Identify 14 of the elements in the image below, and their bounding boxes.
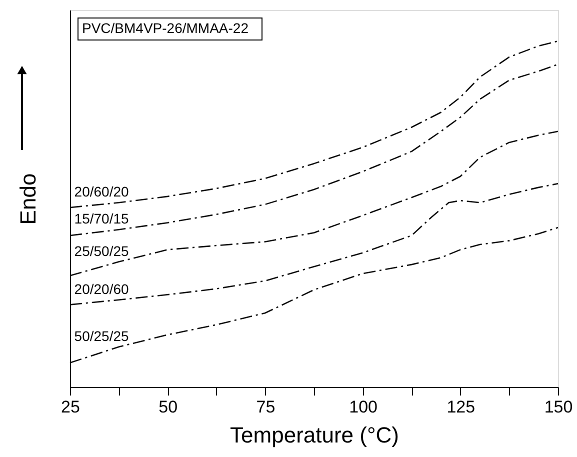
series-label: 50/25/25 xyxy=(74,328,130,344)
series-label: 20/20/60 xyxy=(74,280,130,297)
x-tick-label: 150 xyxy=(544,398,573,416)
y-axis-title: Endo xyxy=(16,173,40,225)
x-tick-label: 75 xyxy=(256,398,276,416)
x-axis-title: Temperature (°C) xyxy=(230,422,399,448)
text: PVC/BM4VP-26/MMAA-22 xyxy=(82,20,249,36)
x-tick-label: 50 xyxy=(158,398,178,416)
series-label: 25/50/25 xyxy=(74,242,130,259)
x-tick-label: 125 xyxy=(446,398,476,416)
x-tick-label: 25 xyxy=(61,398,80,416)
x-tick-label: 100 xyxy=(349,398,378,416)
series-label: 20/60/20 xyxy=(74,184,130,200)
series-label: 15/70/15 xyxy=(74,210,130,227)
